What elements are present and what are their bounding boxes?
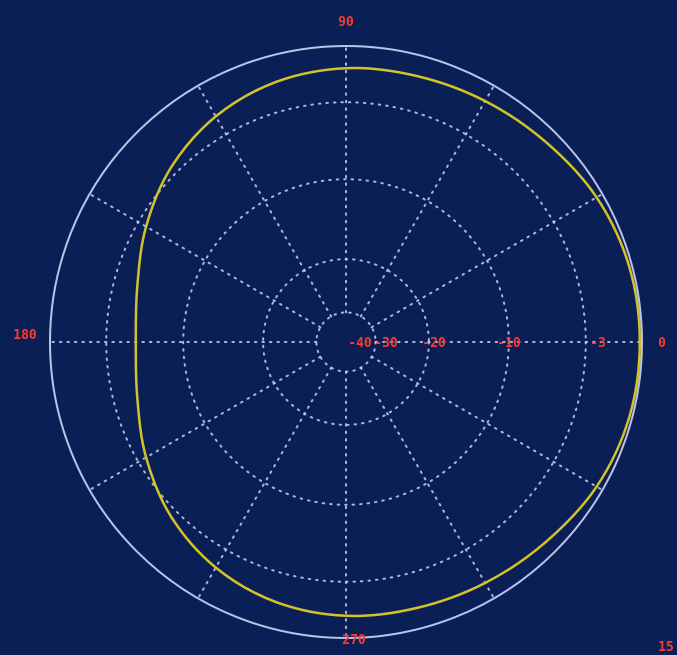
radial-label-4: -3: [590, 336, 606, 351]
grid-spoke-120: [197, 84, 333, 318]
grid-spoke-300: [359, 366, 495, 600]
corner-label: 15: [658, 640, 674, 655]
grid-spoke-150: [88, 193, 322, 329]
grid-spoke-210: [88, 355, 322, 491]
grid-spoke-240: [197, 366, 333, 600]
chart-labels: 0 90 180 270 -40 -30 -20 -10 -3 15: [13, 15, 674, 655]
radial-label-2: -20: [422, 336, 446, 351]
pattern-trace: [134, 66, 642, 618]
angle-label-180: 180: [13, 328, 37, 343]
grid-spoke-330: [370, 355, 604, 491]
angle-label-0: 0: [658, 336, 666, 351]
radial-label-0: -40: [348, 336, 372, 351]
grid-ring-3: [182, 178, 510, 506]
angle-label-270: 270: [342, 633, 366, 648]
grid-spoke-60: [359, 84, 495, 318]
radial-label-3: -10: [497, 336, 521, 351]
angle-label-90: 90: [338, 15, 354, 30]
polar-grid: [49, 45, 643, 639]
radial-label-1: -30: [374, 336, 398, 351]
grid-spoke-30: [370, 193, 604, 329]
outer-circle: [49, 45, 643, 639]
